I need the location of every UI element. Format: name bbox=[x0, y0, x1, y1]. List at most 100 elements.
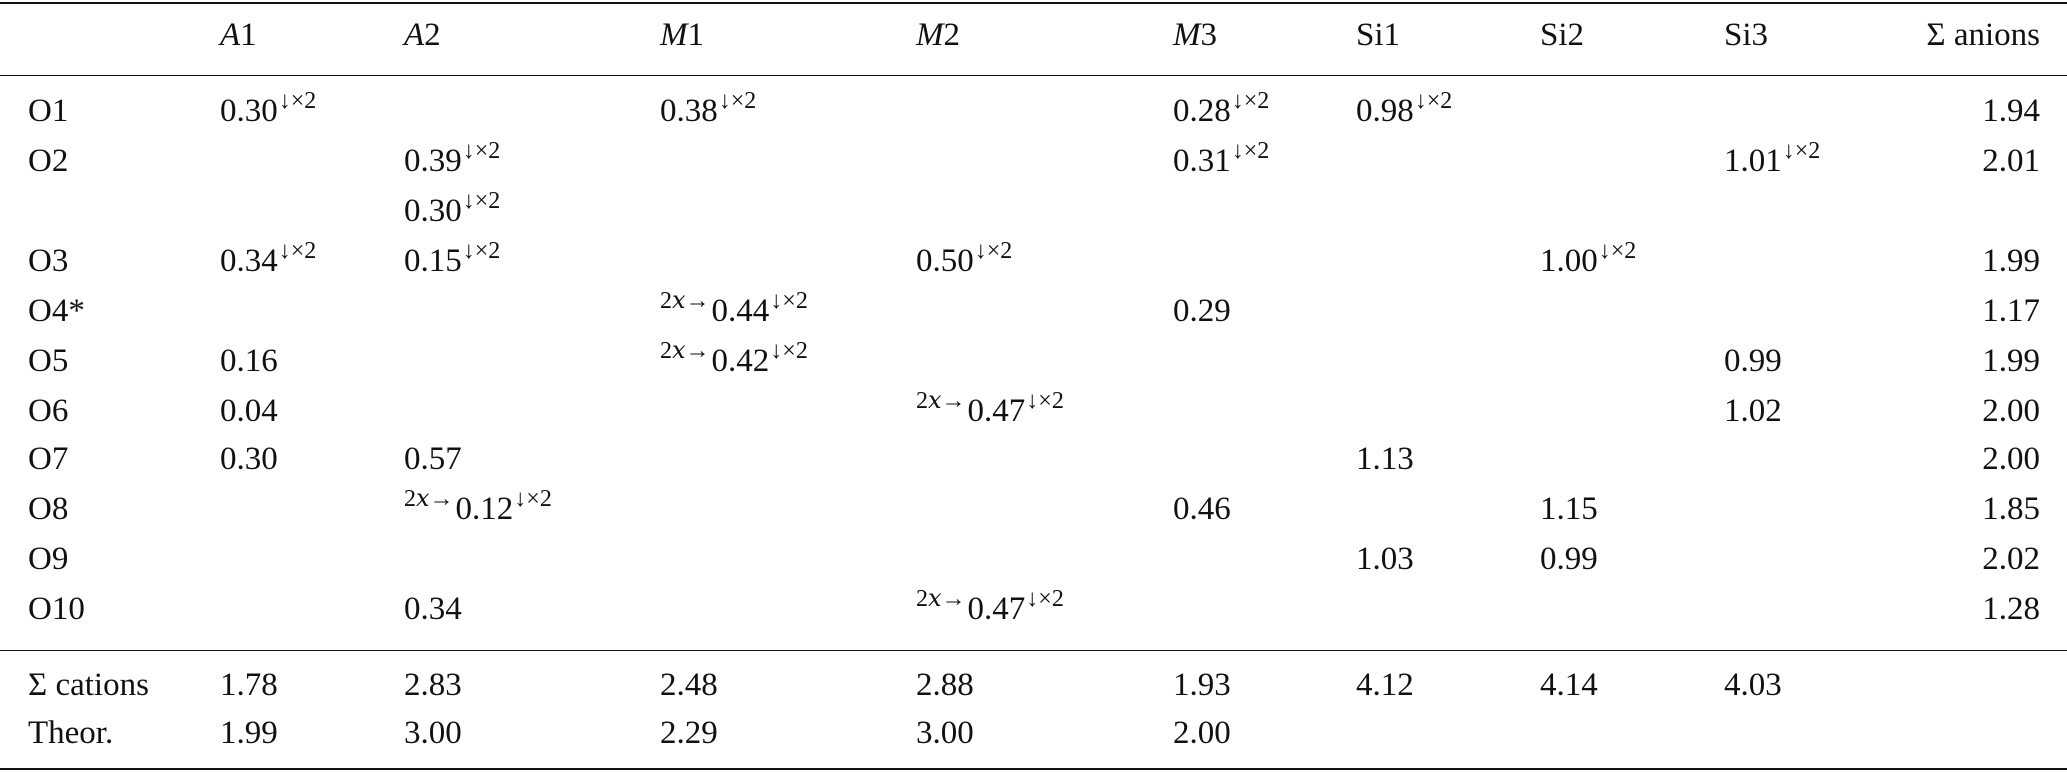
cell-m1: 2𝑥→0.42↓×2 bbox=[660, 338, 808, 383]
multiplicity-prefix: 2𝑥→ bbox=[916, 388, 966, 414]
bond-valence-value: 1.15 bbox=[1540, 491, 1598, 527]
bond-valence-value: 0.99 bbox=[1724, 343, 1782, 379]
cell-si3: 0.99 bbox=[1724, 342, 1782, 380]
multiplicity-superscript: ↓×2 bbox=[1414, 88, 1453, 114]
bond-valence-value: 0.50 bbox=[916, 243, 974, 279]
cell-si3: 1.01↓×2 bbox=[1724, 138, 1820, 183]
cell-anion-sum: 1.17 bbox=[1982, 293, 2040, 329]
multiplicity-prefix: 2𝑥→ bbox=[660, 338, 710, 364]
cell-anion-sum: 1.99 bbox=[1982, 343, 2040, 379]
row-label: O9 bbox=[28, 541, 69, 577]
cell-anion-sum: 2.01 bbox=[1982, 143, 2040, 179]
footer-cell-m3: 2.00 bbox=[1173, 715, 1231, 751]
bond-valence-value: 0.28 bbox=[1173, 93, 1231, 129]
bond-valence-value: 0.16 bbox=[220, 343, 278, 379]
footer-cell-si3: 4.03 bbox=[1724, 667, 1782, 703]
row-label: O5 bbox=[28, 343, 69, 379]
column-header-si3: Si3 bbox=[1724, 17, 1769, 53]
row-label: O6 bbox=[28, 393, 69, 429]
header-site-letter: M bbox=[916, 17, 944, 53]
bond-valence-value: 0.31 bbox=[1173, 143, 1231, 179]
bond-valence-value: 0.44 bbox=[711, 293, 770, 329]
multiplicity-superscript: ↓×2 bbox=[514, 486, 552, 512]
multiplicity-superscript: ↓×2 bbox=[718, 88, 757, 114]
header-site-index: 1 bbox=[687, 17, 705, 53]
cell-anion-sum: 2.02 bbox=[1982, 541, 2040, 577]
column-header-sum: Σ anions bbox=[1926, 17, 2040, 53]
bond-valence-value: 0.34 bbox=[220, 243, 278, 279]
column-header-a1: A1 bbox=[220, 16, 257, 54]
cell-si1: 0.98↓×2 bbox=[1356, 88, 1452, 133]
bond-valence-value: 1.01 bbox=[1724, 143, 1782, 179]
cell-anion-sum: 1.99 bbox=[1982, 243, 2040, 279]
cell-si1: 1.13 bbox=[1356, 440, 1414, 478]
cell-a1: 0.16 bbox=[220, 342, 278, 380]
cell-anion-sum: 2.00 bbox=[1982, 393, 2040, 429]
bond-valence-value: 0.30 bbox=[220, 441, 278, 477]
bond-valence-value: 1.02 bbox=[1724, 393, 1782, 429]
bond-valence-value: 0.15 bbox=[404, 243, 462, 279]
bond-valence-value: 1.13 bbox=[1356, 441, 1414, 477]
header-site-letter: A bbox=[220, 17, 241, 53]
row-label: O1 bbox=[28, 93, 69, 129]
footer-cell-m2: 2.88 bbox=[916, 667, 974, 703]
bond-valence-value: 1.00 bbox=[1540, 243, 1598, 279]
bond-valence-value: 0.57 bbox=[404, 441, 462, 477]
cell-m1: 2𝑥→0.44↓×2 bbox=[660, 288, 808, 333]
cell-si3: 1.02 bbox=[1724, 392, 1782, 430]
bond-valence-value: 0.47 bbox=[967, 591, 1026, 627]
multiplicity-superscript: ↓×2 bbox=[278, 238, 317, 264]
footer-cell-m2: 3.00 bbox=[916, 715, 974, 751]
cell-a2: 0.30↓×2 bbox=[404, 188, 500, 233]
top-rule bbox=[0, 2, 2067, 4]
column-header-a2: A2 bbox=[404, 16, 441, 54]
cell-m3: 0.29 bbox=[1173, 292, 1231, 330]
multiplicity-superscript: ↓×2 bbox=[462, 188, 501, 214]
multiplicity-superscript: ↓×2 bbox=[1598, 238, 1637, 264]
header-site-index: 2 bbox=[943, 17, 961, 53]
bond-valence-value: 0.99 bbox=[1540, 541, 1598, 577]
bond-valence-value: 0.39 bbox=[404, 143, 462, 179]
row-label: O10 bbox=[28, 591, 85, 627]
multiplicity-superscript: ↓×2 bbox=[770, 338, 808, 364]
bottom-rule bbox=[0, 768, 2067, 770]
footer-cell-si1: 4.12 bbox=[1356, 667, 1414, 703]
multiplicity-prefix: 2𝑥→ bbox=[660, 288, 710, 314]
row-label: O7 bbox=[28, 441, 69, 477]
cell-m1: 0.38↓×2 bbox=[660, 88, 756, 133]
cell-m2: 0.50↓×2 bbox=[916, 238, 1012, 283]
column-header-m3: M3 bbox=[1173, 16, 1217, 54]
footer-cell-a2: 2.83 bbox=[404, 667, 462, 703]
cell-m2: 2𝑥→0.47↓×2 bbox=[916, 586, 1064, 631]
bond-valence-value: 1.03 bbox=[1356, 541, 1414, 577]
cell-m3: 0.31↓×2 bbox=[1173, 138, 1269, 183]
column-header-m1: M1 bbox=[660, 16, 704, 54]
bond-valence-value: 0.42 bbox=[711, 343, 770, 379]
cell-a1: 0.34↓×2 bbox=[220, 238, 316, 283]
multiplicity-prefix: 2𝑥→ bbox=[404, 486, 454, 512]
row-label: O2 bbox=[28, 143, 69, 179]
multiplicity-superscript: ↓×2 bbox=[1231, 88, 1270, 114]
bond-valence-value: 0.98 bbox=[1356, 93, 1414, 129]
footer-cell-m1: 2.48 bbox=[660, 667, 718, 703]
bond-valence-value: 0.29 bbox=[1173, 293, 1231, 329]
multiplicity-superscript: ↓×2 bbox=[1026, 586, 1064, 612]
header-site-index: 2 bbox=[424, 17, 441, 53]
bond-valence-value: 0.12 bbox=[455, 491, 514, 527]
footer-cell-a1: 1.78 bbox=[220, 667, 278, 703]
footer-rule bbox=[0, 650, 2067, 651]
cell-anion-sum: 1.94 bbox=[1982, 93, 2040, 129]
bond-valence-value: 0.46 bbox=[1173, 491, 1231, 527]
cell-m3: 0.46 bbox=[1173, 490, 1231, 528]
bond-valence-value: 0.30 bbox=[404, 193, 462, 229]
bond-valence-value: 0.30 bbox=[220, 93, 278, 129]
row-label: O4* bbox=[28, 293, 85, 329]
bond-valence-value: 0.38 bbox=[660, 93, 718, 129]
multiplicity-superscript: ↓×2 bbox=[1026, 388, 1064, 414]
cell-m2: 2𝑥→0.47↓×2 bbox=[916, 388, 1064, 433]
cell-a2: 0.34 bbox=[404, 590, 462, 628]
footer-cell-a1: 1.99 bbox=[220, 715, 278, 751]
cell-anion-sum: 2.00 bbox=[1982, 441, 2040, 477]
cell-si2: 1.00↓×2 bbox=[1540, 238, 1636, 283]
